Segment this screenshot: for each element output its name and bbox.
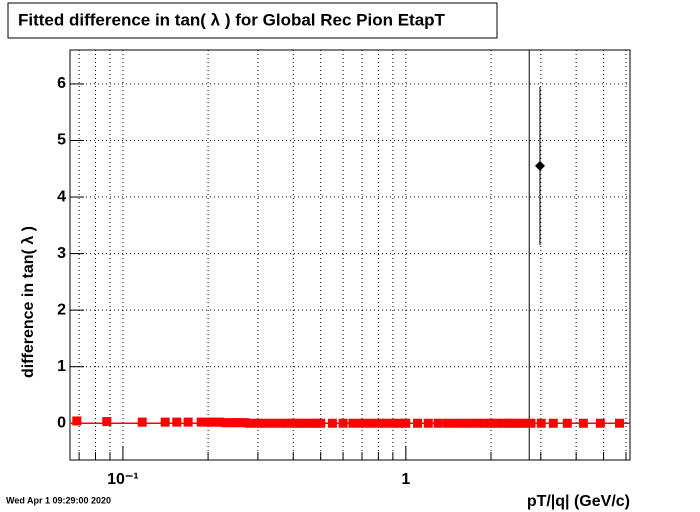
point xyxy=(183,417,193,427)
point xyxy=(401,418,411,428)
point xyxy=(275,418,285,428)
point xyxy=(137,417,147,427)
point xyxy=(348,418,358,428)
point xyxy=(614,418,624,428)
point xyxy=(492,418,502,428)
point xyxy=(209,417,219,427)
y-tick-label: 0 xyxy=(57,414,66,431)
y-tick-label: 3 xyxy=(57,245,66,262)
point xyxy=(480,418,490,428)
point xyxy=(196,417,206,427)
point xyxy=(305,418,315,428)
y-tick-label: 5 xyxy=(57,132,66,149)
chart-title: Fitted difference in tan( λ ) for Global… xyxy=(18,10,446,29)
point xyxy=(311,418,321,428)
point xyxy=(513,418,523,428)
point xyxy=(300,418,310,428)
point xyxy=(526,418,536,428)
point xyxy=(225,418,235,428)
point xyxy=(503,418,513,428)
point xyxy=(172,417,182,427)
point xyxy=(373,418,383,428)
footer-date: Wed Apr 1 09:29:00 2020 xyxy=(6,495,111,505)
point xyxy=(536,418,546,428)
x-tick-label: 10⁻¹ xyxy=(107,471,139,488)
point xyxy=(423,418,433,428)
point xyxy=(534,160,545,171)
point xyxy=(294,418,304,428)
point xyxy=(562,418,572,428)
point xyxy=(486,418,496,428)
point xyxy=(357,418,367,428)
point xyxy=(72,416,82,426)
point xyxy=(338,418,348,428)
point xyxy=(595,418,605,428)
point xyxy=(473,418,483,428)
y-tick-label: 4 xyxy=(57,188,66,205)
point xyxy=(215,417,225,427)
point xyxy=(231,418,241,428)
point xyxy=(381,418,391,428)
point xyxy=(253,418,263,428)
point xyxy=(282,418,292,428)
x-tick-label: 1 xyxy=(401,471,410,488)
y-axis-label: difference in tan( λ ) xyxy=(20,226,37,378)
point xyxy=(102,417,112,427)
point xyxy=(498,418,508,428)
y-tick-label: 1 xyxy=(57,358,66,375)
point xyxy=(548,418,558,428)
point xyxy=(261,418,271,428)
point xyxy=(451,418,461,428)
point xyxy=(433,418,443,428)
y-tick-label: 6 xyxy=(57,75,66,92)
point xyxy=(288,418,298,428)
point xyxy=(413,418,423,428)
point xyxy=(203,417,213,427)
point xyxy=(160,417,170,427)
point xyxy=(518,418,528,428)
point xyxy=(508,418,518,428)
point xyxy=(459,418,469,428)
y-tick-label: 2 xyxy=(57,301,66,318)
point xyxy=(220,418,230,428)
point xyxy=(388,418,398,428)
point xyxy=(466,418,476,428)
plot-frame xyxy=(69,49,631,461)
point xyxy=(235,418,245,428)
point xyxy=(268,418,278,428)
x-axis-label: pT/|q| (GeV/c) xyxy=(527,493,630,510)
point xyxy=(395,418,405,428)
point xyxy=(327,418,337,428)
point xyxy=(578,418,588,428)
point xyxy=(244,418,254,428)
point xyxy=(365,418,375,428)
point xyxy=(442,418,452,428)
point xyxy=(316,418,326,428)
title-box xyxy=(7,2,498,39)
